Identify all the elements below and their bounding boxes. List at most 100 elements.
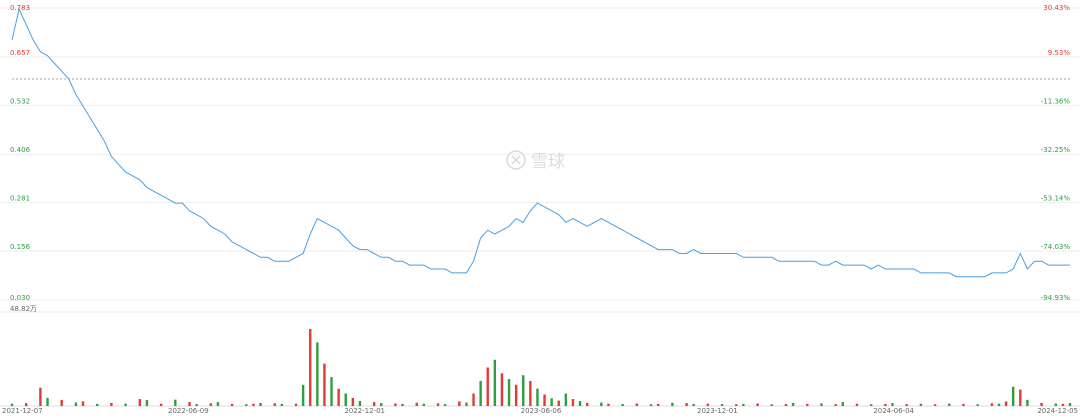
volume-bar [479,380,482,406]
volume-bar [742,403,745,406]
volume-bar [884,403,887,406]
volume-bar [10,403,14,406]
volume-bars [10,328,1072,406]
volume-bar [124,403,127,406]
volume-bar [309,328,312,406]
volume-bar [337,388,340,406]
volume-bar [458,401,461,406]
volume-bar [578,400,582,406]
volume-bar [1068,403,1072,406]
volume-bar [401,403,404,406]
volume-bar [301,384,305,406]
y-tick-label: 0.406 [10,146,31,154]
volume-bar [706,403,710,406]
volume-bar [96,403,99,406]
y-tick-label: 0.030 [10,294,30,302]
volume-bar [436,403,440,406]
volume-bar [962,403,965,406]
volume-bar [820,403,823,406]
volume-axis: 48.82万 [10,305,37,313]
volume-bar [756,403,759,406]
volume-bar [649,404,653,406]
volume-bar [25,403,28,406]
volume-bar [1011,386,1015,406]
volume-bar [174,399,177,406]
volume-bar [557,400,560,406]
volume-bar [891,403,894,406]
x-tick-label: 2024-12-05 [1037,407,1078,415]
y2-tick-label: -94.93% [1041,294,1071,302]
volume-bar [422,403,426,406]
watermark: 雪球 [506,150,565,172]
volume-bar [1061,403,1065,406]
watermark-text: 雪球 [531,152,565,172]
x-tick-label: 2023-06-06 [521,407,562,415]
y2-tick-label: -32.25% [1041,146,1071,154]
volume-bar [443,404,447,406]
volume-bar [585,402,589,406]
volume-bar [933,404,937,406]
volume-bar [564,393,568,406]
volume-bar [976,404,979,406]
volume-bar [323,363,326,406]
volume-bar [621,404,624,406]
volume-bar [607,403,610,406]
volume-bar [294,403,298,406]
volume-bar [380,403,383,406]
x-tick-label: 2024-06-04 [873,407,914,415]
volume-bar [280,403,284,406]
volume-bar [522,375,525,406]
volume-bar [493,359,497,406]
volume-bar [330,377,333,406]
volume-bar [230,403,234,406]
y-tick-label: 0.783 [10,4,30,12]
volume-bar [195,404,198,406]
volume-bar [735,404,738,406]
y2-tick-label: 9.53% [1048,49,1071,57]
volume-bar [536,388,539,406]
volume-bar [905,404,908,406]
volume-bar [259,402,262,406]
volume-bar [997,403,1001,406]
volume-bar [394,403,397,406]
volume-bar [571,399,575,406]
volume-bar [344,393,347,406]
volume-bar [720,404,724,406]
volume-bar [1026,399,1029,406]
volume-bar [351,397,355,406]
y2-tick-label: -74.03% [1041,243,1071,251]
volume-bar [209,403,213,406]
y-tick-label: 0.532 [10,97,30,105]
volume-bar [110,402,113,406]
y-tick-label: 0.657 [10,49,30,57]
volume-bar [841,402,844,406]
volume-bar [60,400,63,406]
volume-bar [834,404,837,406]
volume-tick-label: 48.82万 [10,305,37,313]
x-tick-label: 2021-12-07 [2,407,43,415]
y2-tick-label: 30.43% [1043,4,1070,12]
volume-bar [216,402,220,406]
volume-bar [550,398,553,406]
volume-bar [472,393,475,406]
volume-bar [529,380,532,406]
volume-bar [806,403,809,406]
volume-bar [1004,401,1008,406]
price-series-line [11,7,1070,278]
volume-bar [1054,403,1057,406]
volume-bar [245,404,248,406]
volume-bar [635,403,639,406]
volume-bar [543,394,546,406]
volume-bar [791,402,795,406]
volume-bar [39,387,42,406]
volume-bar [74,402,78,406]
volume-bar [692,403,695,406]
volume-bar [855,403,859,406]
volume-bar [316,342,319,406]
volume-bar [372,402,376,406]
x-tick-label: 2022-12-01 [344,407,385,415]
volume-bar [145,400,149,406]
volume-bar [159,403,163,406]
grid [0,7,1080,407]
